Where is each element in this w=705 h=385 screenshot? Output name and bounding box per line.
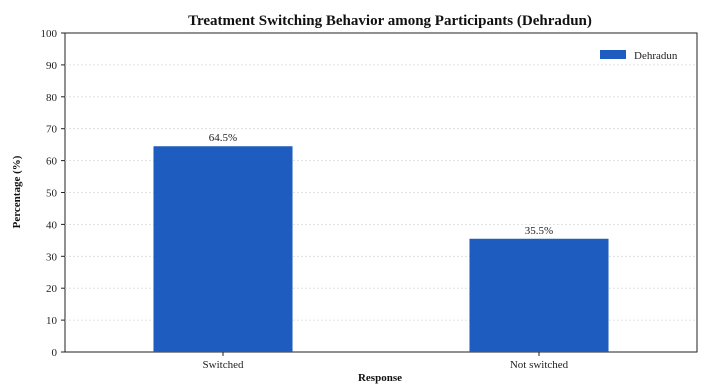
y-tick-label: 0 <box>52 347 58 359</box>
x-axis-ticks: Switched Not switched <box>203 352 569 371</box>
bars: 64.5% 35.5% <box>153 132 609 352</box>
legend-label: Dehradun <box>634 50 678 62</box>
x-tick-label: Switched <box>203 359 244 371</box>
legend: Dehradun <box>600 50 678 62</box>
y-tick-label: 40 <box>46 219 58 231</box>
y-tick-label: 20 <box>46 283 58 295</box>
x-tick-label: Not switched <box>510 359 569 371</box>
bar-switched <box>153 146 293 352</box>
y-axis-ticks: 0 10 20 30 40 50 60 70 80 90 100 <box>41 28 65 359</box>
y-tick-label: 60 <box>46 156 58 168</box>
y-tick-label: 80 <box>46 92 58 104</box>
y-tick-label: 100 <box>41 28 58 40</box>
y-tick-label: 70 <box>46 124 58 136</box>
y-tick-label: 50 <box>46 188 58 200</box>
chart-title: Treatment Switching Behavior among Parti… <box>188 13 592 29</box>
y-tick-label: 90 <box>46 60 58 72</box>
data-label: 64.5% <box>209 132 237 144</box>
bar-not-switched <box>469 238 609 352</box>
legend-swatch <box>600 50 626 59</box>
data-label: 35.5% <box>525 225 553 237</box>
y-tick-label: 30 <box>46 251 58 263</box>
x-axis-label: Response <box>358 372 402 384</box>
y-tick-label: 10 <box>46 315 58 327</box>
y-axis-label: Percentage (%) <box>11 155 23 228</box>
